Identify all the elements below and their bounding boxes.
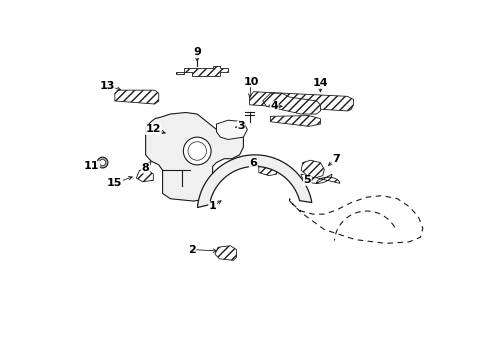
- Polygon shape: [301, 174, 340, 183]
- Circle shape: [188, 142, 206, 160]
- Text: 1: 1: [209, 202, 217, 211]
- Text: 6: 6: [249, 158, 257, 167]
- Polygon shape: [301, 160, 324, 178]
- Text: 13: 13: [99, 81, 115, 91]
- Polygon shape: [171, 130, 187, 145]
- Text: 4: 4: [270, 101, 278, 111]
- Circle shape: [183, 137, 211, 165]
- Text: 15: 15: [107, 178, 122, 188]
- Polygon shape: [217, 120, 247, 139]
- Polygon shape: [115, 90, 159, 104]
- Circle shape: [99, 159, 106, 166]
- Polygon shape: [259, 165, 276, 176]
- Polygon shape: [215, 246, 237, 260]
- Polygon shape: [197, 155, 312, 208]
- Polygon shape: [263, 93, 320, 114]
- Text: 10: 10: [244, 77, 259, 87]
- Text: 12: 12: [146, 125, 161, 134]
- Text: 7: 7: [332, 154, 340, 164]
- Text: 5: 5: [303, 175, 311, 185]
- Text: 8: 8: [142, 163, 149, 173]
- Polygon shape: [136, 170, 153, 182]
- Circle shape: [97, 157, 108, 168]
- Text: 2: 2: [188, 244, 196, 255]
- Polygon shape: [146, 112, 244, 201]
- Polygon shape: [270, 116, 320, 126]
- Text: 3: 3: [237, 121, 245, 131]
- Text: 9: 9: [193, 48, 201, 58]
- Polygon shape: [176, 66, 228, 76]
- Polygon shape: [249, 92, 354, 111]
- Text: 11: 11: [84, 161, 99, 171]
- Text: 14: 14: [313, 78, 328, 88]
